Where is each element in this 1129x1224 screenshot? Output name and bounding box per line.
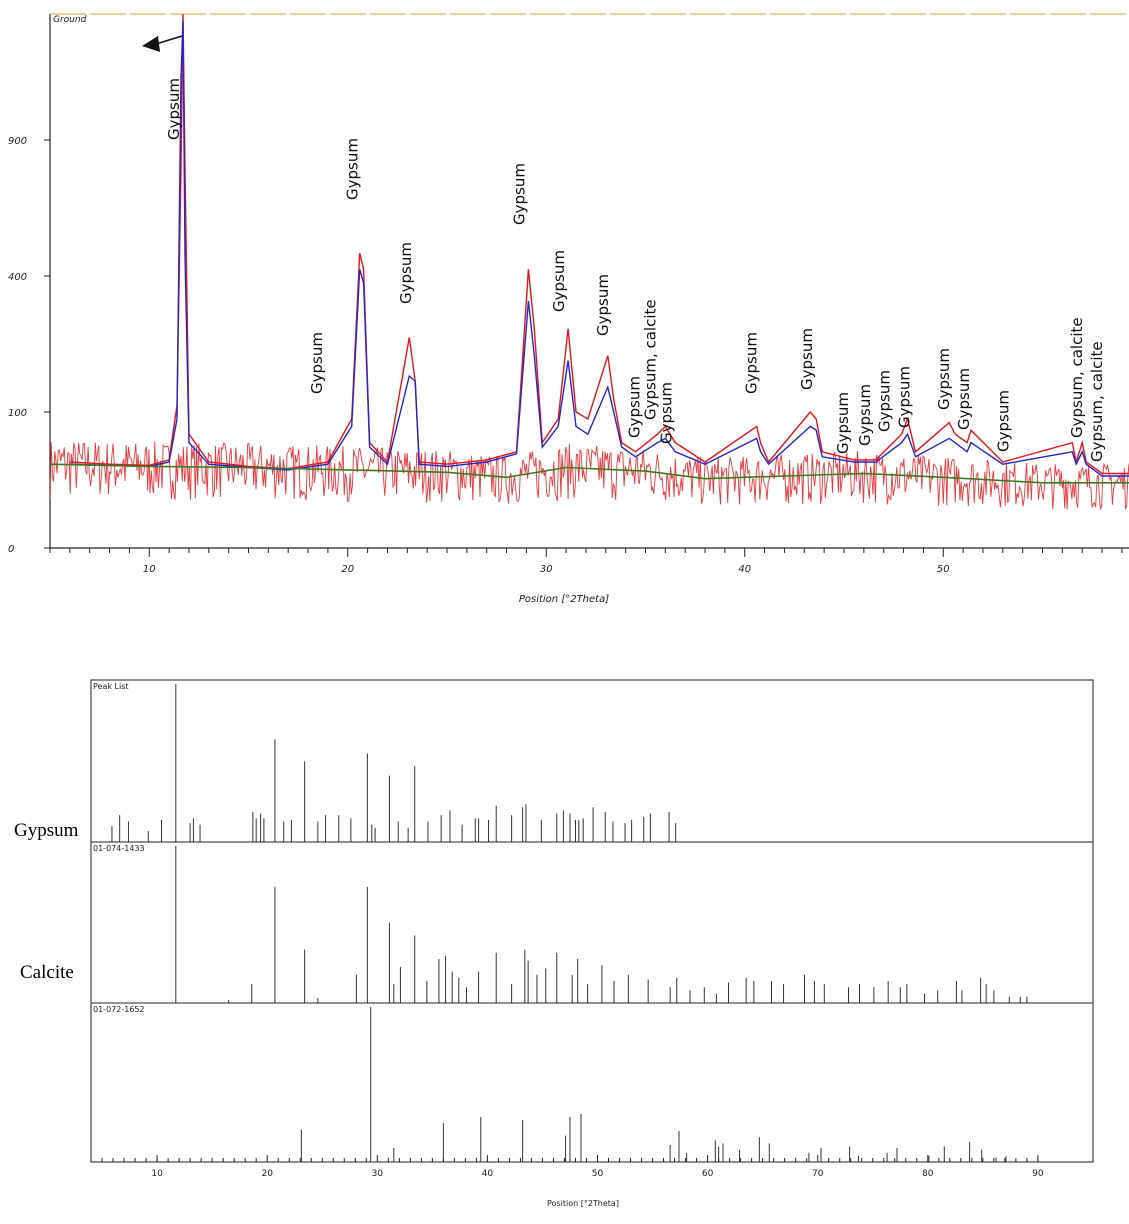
arrow-head xyxy=(142,36,160,52)
x-tick-label: 10 xyxy=(151,1169,163,1179)
x-tick-label: 40 xyxy=(738,564,751,575)
x-tick-label: 50 xyxy=(937,564,950,575)
panel-frame xyxy=(90,679,1094,1163)
peak-annotation: Gypsum, calcite xyxy=(1088,341,1106,462)
peak-annotation: Gypsum xyxy=(594,274,612,336)
y-tick-label: 400 xyxy=(8,272,27,283)
noise-trace xyxy=(49,441,1129,511)
x-tick-label: 20 xyxy=(261,1169,273,1179)
x-tick-label: 30 xyxy=(540,564,553,575)
peak-annotation: Gypsum xyxy=(308,332,326,394)
peak-annotation: Gypsum xyxy=(995,390,1013,452)
x-tick-label: 70 xyxy=(812,1169,824,1179)
arrow-line xyxy=(155,35,183,45)
reference-pattern-chart: Peak List 01-074-1433 01-072-1652 10 20 30 40 5… xyxy=(90,679,1094,1208)
peak-annotation: Gypsum xyxy=(955,368,973,430)
peak-annotation: Gypsum xyxy=(856,384,874,446)
peak-annotation: Gypsum xyxy=(834,392,852,454)
x-tick-label: 60 xyxy=(702,1169,714,1179)
peak-annotation: Gypsum xyxy=(550,250,568,312)
peak-annotation: Gypsum xyxy=(743,332,761,394)
panel-header: 01-074-1433 xyxy=(93,844,145,853)
panel-header: 01-072-1652 xyxy=(93,1005,145,1014)
calcite-side-label: Calcite xyxy=(20,962,74,983)
peak-annotation: Gypsum xyxy=(626,376,644,438)
series-line-2 xyxy=(49,463,1129,484)
x-axis-title: Position [°2Theta] xyxy=(519,594,609,605)
x-axis-title: Position [°2Theta] xyxy=(547,1199,619,1208)
peak-annotation: Gypsum, calcite xyxy=(1068,317,1086,438)
panel-label: Ground xyxy=(53,15,87,25)
y-tick-label: 0 xyxy=(8,544,14,555)
gypsum-side-label: Gypsum xyxy=(14,820,79,841)
series-line-0 xyxy=(69,14,1129,475)
x-tick-label: 80 xyxy=(922,1169,934,1179)
peak-annotation: Gypsum xyxy=(397,242,415,304)
peak-annotation: Gypsum, calcite xyxy=(641,299,659,420)
x-tick-label: 40 xyxy=(482,1169,494,1179)
y-tick-label: 100 xyxy=(8,408,27,419)
x-tick-label: 30 xyxy=(372,1169,384,1179)
x-tick-label: 50 xyxy=(592,1169,604,1179)
peak-annotation: Gypsum xyxy=(876,370,894,432)
peak-annotation: Gypsum xyxy=(510,163,528,225)
peak-annotation: Gypsum xyxy=(895,366,913,428)
peak-annotation: Gypsum xyxy=(344,138,362,200)
panel-header: Peak List xyxy=(93,682,129,691)
peak-annotation: Gypsum xyxy=(798,328,816,390)
x-tick-label: 20 xyxy=(341,564,354,575)
peak-annotation: Gypsum xyxy=(657,382,675,444)
peak-annotation: Gypsum xyxy=(165,78,183,140)
x-tick-label: 10 xyxy=(143,564,156,575)
diffractogram-chart: 10 20 30 40 50 0 100 400 900 Ground Position [°2Th… xyxy=(8,13,1129,605)
peak-annotation: Gypsum xyxy=(935,348,953,410)
y-tick-label: 900 xyxy=(8,136,27,147)
x-tick-label: 90 xyxy=(1032,1169,1044,1179)
